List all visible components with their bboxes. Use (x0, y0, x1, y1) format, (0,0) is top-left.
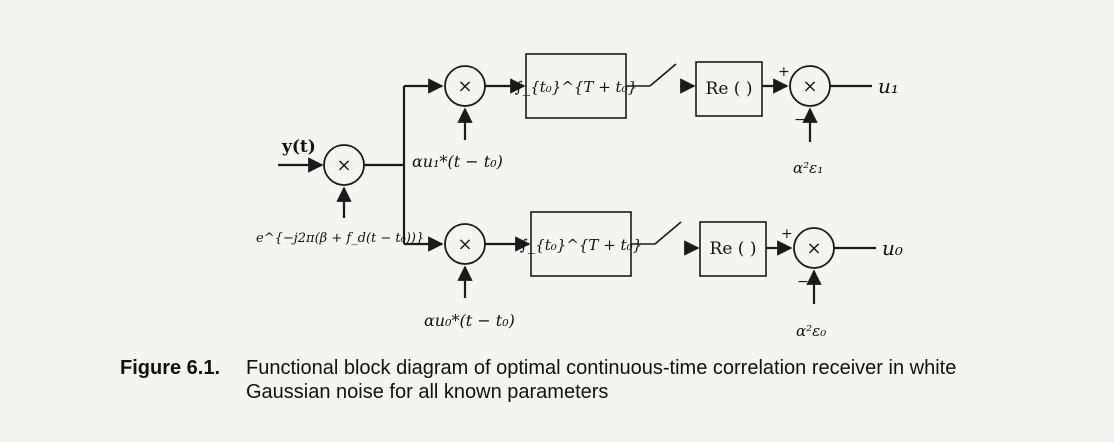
input-label: y(t) (281, 137, 316, 157)
figure-caption-text: Functional block diagram of optimal cont… (246, 357, 957, 403)
bottom-re-label: Re ( ) (710, 239, 757, 259)
top-re-block (695, 61, 763, 117)
top-output-label: u₁ (878, 74, 899, 98)
bottom-re-block (699, 221, 767, 277)
bottom-branch: × αu₀*(t − t₀) ∫_{t₀}^{T + t₀} Re ( ) + … (424, 211, 903, 340)
top-branch: × αu₁*(t − t₀) ∫_{t₀}^{T + t₀} Re ( ) + … (412, 53, 899, 177)
bottom-energy-label: α²ε₀ (796, 322, 826, 340)
figure-number: Figure 6.1. (120, 357, 221, 379)
bottom-ref-label: αu₀*(t − t₀) (424, 311, 515, 330)
top-sampling-switch (649, 63, 677, 87)
input-mixer-symbol: × (336, 155, 351, 176)
bottom-output-label: u₀ (882, 236, 903, 260)
figure-caption: Figure 6.1. Functional block diagram of o… (120, 356, 1020, 404)
top-integrator-label: ∫_{t₀}^{T + t₀} (515, 78, 637, 96)
bottom-sampling-switch (654, 221, 682, 245)
top-multiplier-symbol: × (457, 76, 472, 97)
top-summer-symbol: × (802, 76, 817, 97)
bottom-plus-sign: + (781, 226, 793, 242)
bottom-summer-symbol: × (806, 238, 821, 259)
top-ref-label: αu₁*(t − t₀) (412, 152, 503, 171)
bottom-multiplier-symbol: × (457, 234, 472, 255)
mixer-input-label: e^{−j2π(β + f_d(t − t₀))} (256, 231, 424, 246)
top-minus-sign: − (794, 112, 806, 128)
block-diagram: y(t) × e^{−j2π(β + f_d(t − t₀))} × αu₁*(… (256, 53, 903, 340)
top-re-label: Re ( ) (706, 79, 753, 99)
bottom-integrator-label: ∫_{t₀}^{T + t₀} (520, 236, 642, 254)
bottom-integrator-block (530, 211, 632, 277)
bottom-minus-sign: − (797, 274, 809, 290)
top-energy-label: α²ε₁ (793, 159, 823, 177)
top-plus-sign: + (778, 64, 790, 80)
